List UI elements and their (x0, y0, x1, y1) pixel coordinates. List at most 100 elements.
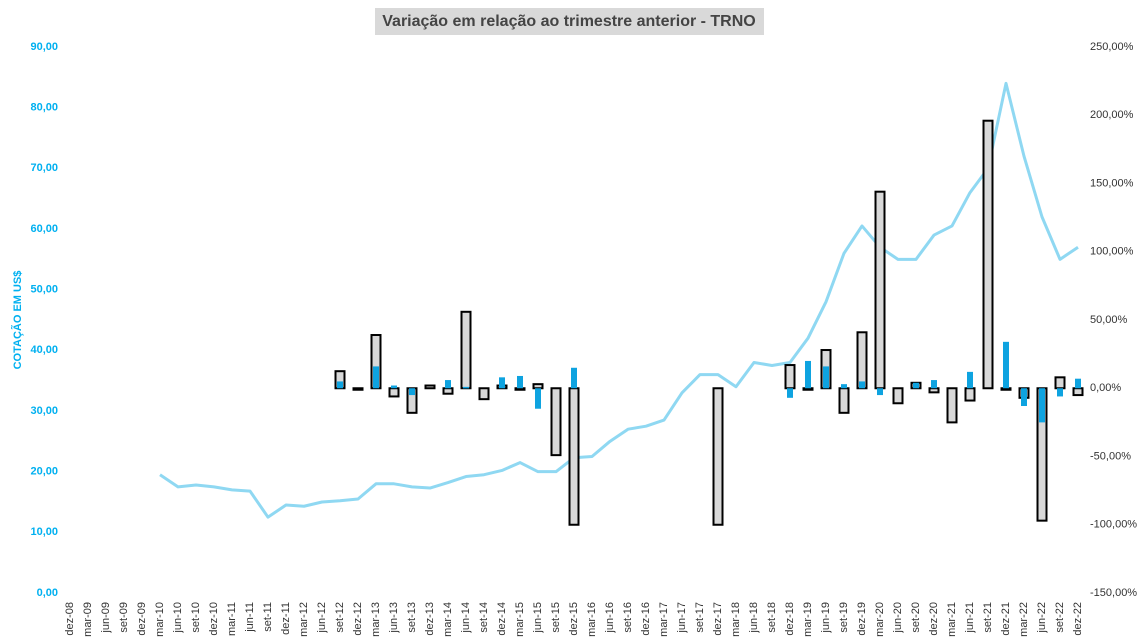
x-tick-label: dez-15 (568, 602, 580, 636)
x-tick-label: jun-18 (748, 602, 760, 634)
bar (1000, 387, 1012, 391)
bar (463, 386, 469, 389)
x-tick-label: dez-18 (784, 602, 796, 636)
x-tick-label: mar-10 (154, 602, 166, 637)
x-tick-label: set-09 (118, 602, 130, 633)
x-tick-label: set-12 (334, 602, 346, 633)
x-tick-label: jun-17 (676, 602, 688, 634)
bar (517, 375, 523, 389)
x-tick-label: set-16 (622, 602, 634, 633)
y2-tick-label: 200,00% (1090, 109, 1134, 121)
x-tick-label: set-15 (550, 602, 562, 633)
bar (1039, 388, 1045, 423)
x-tick-label: jun-10 (172, 602, 184, 634)
x-tick-label: mar-13 (370, 602, 382, 637)
x-tick-label: jun-11 (244, 602, 256, 633)
y-tick-label: 40,00 (30, 344, 58, 356)
x-tick-label: dez-10 (208, 602, 220, 636)
bar (712, 387, 724, 526)
bar (856, 331, 868, 390)
bar (802, 387, 814, 391)
bar (1075, 378, 1081, 389)
x-tick-label: mar-09 (82, 602, 94, 637)
x-tick-label: jun-13 (388, 602, 400, 634)
bar (964, 387, 976, 402)
bar (838, 387, 850, 414)
x-tick-label: set-13 (406, 602, 418, 633)
bar (445, 380, 451, 389)
bar (532, 383, 544, 390)
x-tick-label: mar-14 (442, 602, 454, 637)
x-tick-label: set-18 (766, 602, 778, 633)
bar (946, 387, 958, 424)
bar (478, 387, 490, 401)
bar (550, 387, 562, 457)
y-tick-label: 70,00 (30, 162, 58, 174)
y2-tick-label: 0,00% (1090, 382, 1121, 394)
y-tick-label: 50,00 (30, 284, 58, 296)
x-tick-label: mar-12 (298, 602, 310, 637)
bar (352, 387, 364, 391)
y2-tick-label: -50,00% (1090, 450, 1131, 462)
bar (805, 360, 811, 389)
bar (391, 385, 397, 389)
x-tick-label: dez-22 (1072, 602, 1084, 636)
bar (499, 377, 505, 389)
x-tick-label: dez-21 (1000, 602, 1012, 636)
x-tick-label: dez-14 (496, 602, 508, 636)
x-tick-label: set-17 (694, 602, 706, 633)
x-tick-label: jun-20 (892, 602, 904, 634)
x-tick-label: jun-16 (604, 602, 616, 634)
bar (337, 381, 343, 389)
x-tick-label: dez-20 (928, 602, 940, 636)
bar (1054, 376, 1066, 390)
bar (841, 384, 847, 389)
y2-tick-label: -150,00% (1090, 587, 1137, 599)
bar (859, 381, 865, 389)
bar (568, 387, 580, 526)
bar (928, 387, 940, 394)
title-box (375, 8, 764, 35)
x-tick-label: dez-13 (424, 602, 436, 636)
y-tick-label: 90,00 (30, 41, 58, 53)
y-tick-label: 20,00 (30, 466, 58, 478)
x-tick-label: dez-11 (280, 602, 292, 635)
y2-tick-label: 100,00% (1090, 246, 1134, 258)
bar (967, 371, 973, 389)
bar (409, 388, 415, 396)
x-tick-label: mar-22 (1018, 602, 1030, 637)
y-axis-label: COTAÇÃO EM US$ (11, 271, 24, 370)
x-tick-label: jun-19 (820, 602, 832, 634)
bar (874, 190, 886, 390)
bar (787, 388, 793, 398)
bar (514, 387, 526, 391)
x-tick-label: mar-20 (874, 602, 886, 637)
y-tick-label: 60,00 (30, 223, 58, 235)
bar (823, 366, 829, 389)
bar (1057, 388, 1063, 397)
bar (1072, 387, 1084, 397)
y2-tick-label: 250,00% (1090, 41, 1134, 53)
bar (892, 387, 904, 405)
x-tick-label: dez-12 (352, 602, 364, 636)
x-tick-label: mar-15 (514, 602, 526, 637)
x-tick-label: mar-21 (946, 602, 958, 637)
bar (388, 387, 400, 398)
x-tick-label: set-22 (1054, 602, 1066, 633)
x-tick-label: set-20 (910, 602, 922, 633)
bar (877, 388, 883, 396)
bar (1021, 388, 1027, 406)
bar (982, 119, 994, 390)
x-tick-label: jun-15 (532, 602, 544, 634)
x-tick-label: jun-14 (460, 602, 472, 634)
x-tick-label: mar-18 (730, 602, 742, 637)
bar (931, 380, 937, 389)
bar (571, 367, 577, 389)
bar (784, 364, 796, 390)
x-tick-label: set-21 (982, 602, 994, 633)
x-tick-label: mar-11 (226, 602, 238, 636)
x-tick-label: dez-09 (136, 602, 148, 636)
bar (373, 366, 379, 389)
y2-tick-label: -100,00% (1090, 519, 1137, 531)
